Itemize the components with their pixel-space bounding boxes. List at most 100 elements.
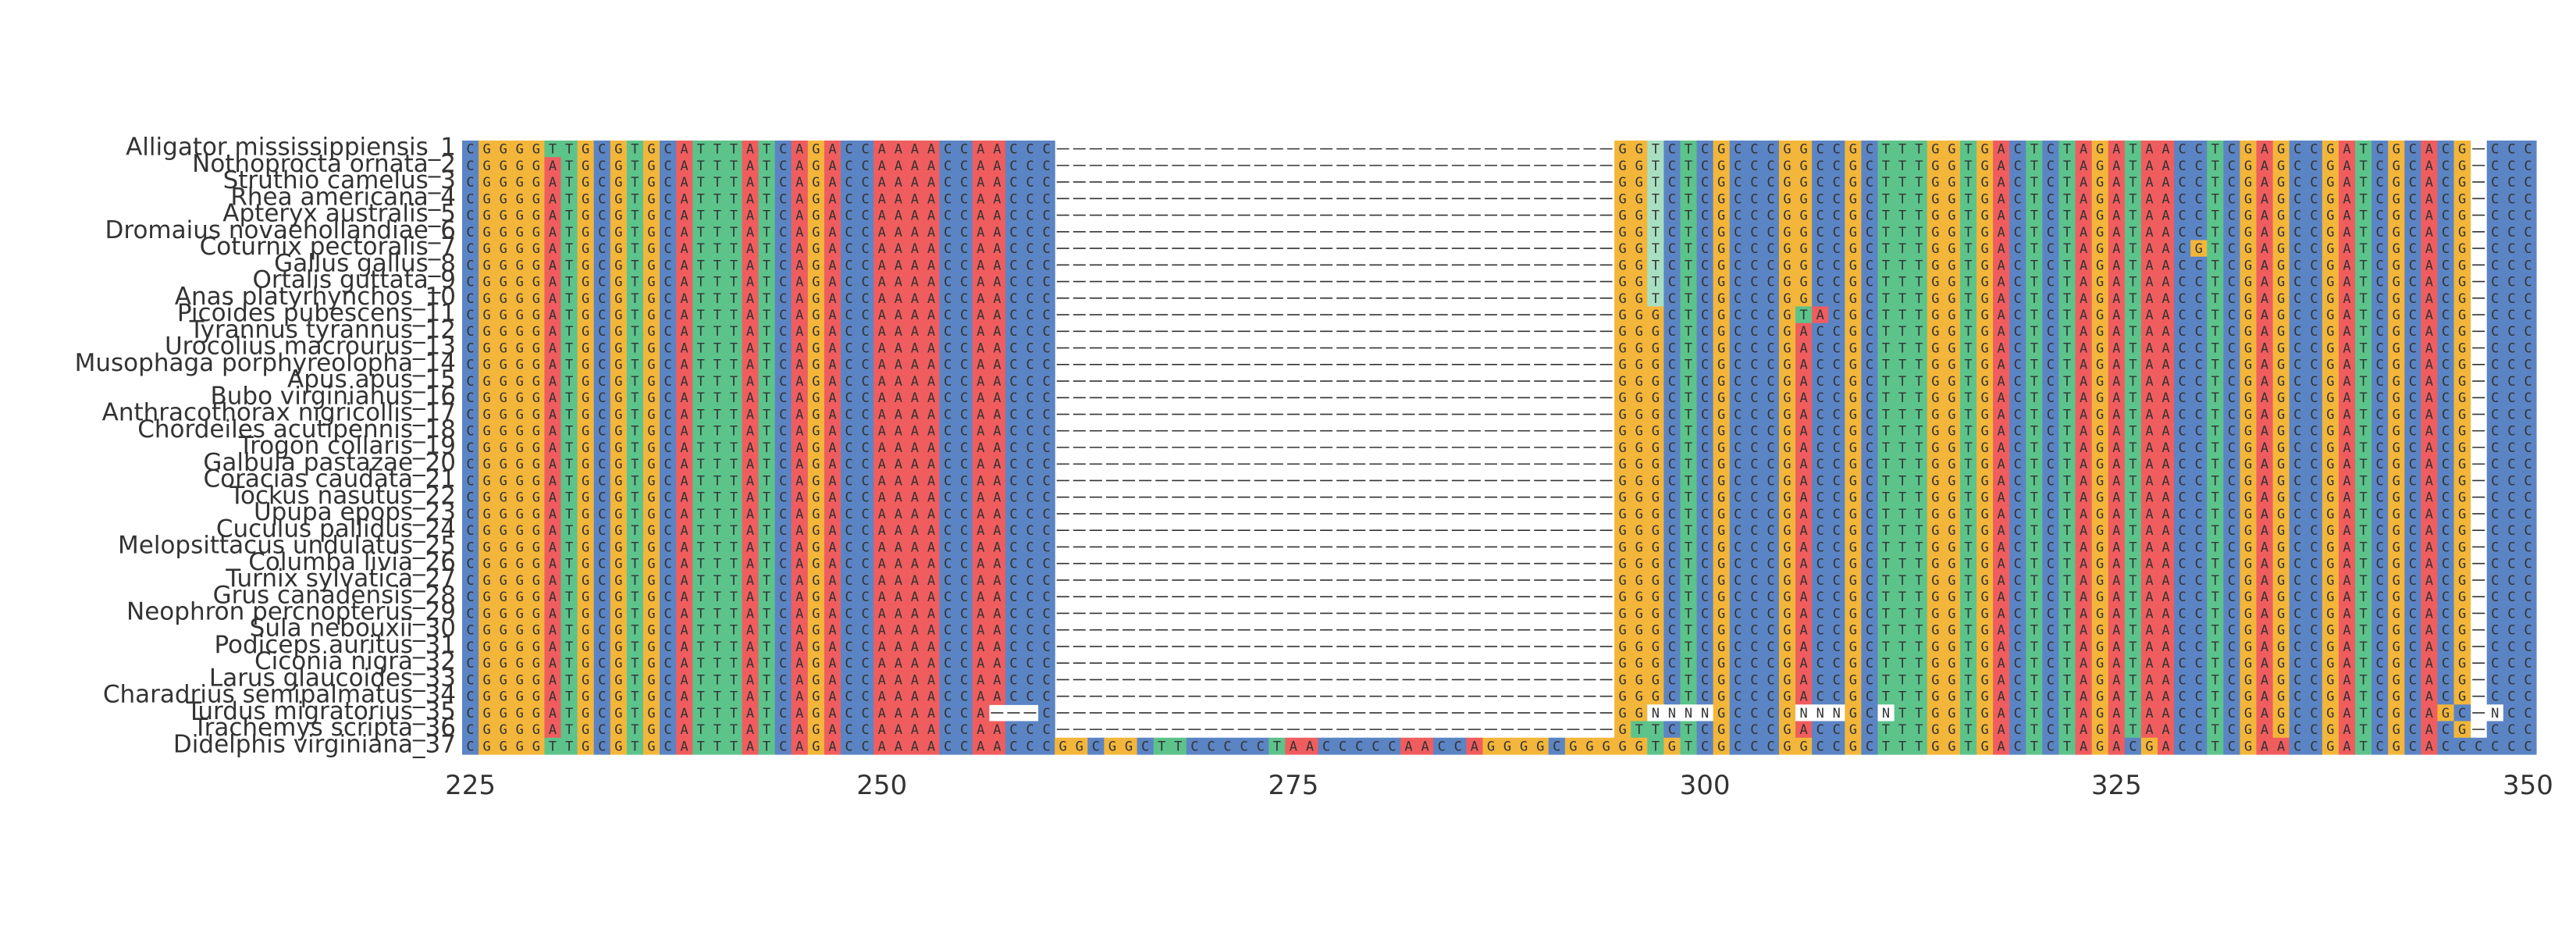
base-letter: G [614,142,622,158]
base-letter: G [614,159,622,174]
base-letter: T [631,374,639,390]
base-letter: G [647,374,655,390]
base-letter: T [2063,457,2071,472]
base-letter: C [845,374,852,390]
base-letter: G [1783,208,1791,224]
base-letter: C [2014,324,2022,340]
base-letter: C [1042,225,1050,240]
base-letter: C [466,208,474,224]
base-letter: A [911,308,919,323]
base-letter: C [2178,208,2186,224]
base-letter: G [2326,208,2334,224]
base-letter: G [1931,308,1939,323]
base-letter: A [2112,340,2120,356]
base-letter: A [549,275,557,290]
base-letter: T [1915,241,1923,257]
base-letter: G [2393,308,2400,323]
base-letter: A [795,390,803,406]
base-letter: C [2228,275,2236,290]
base-letter: C [2047,175,2055,191]
base-letter: G [1980,507,1988,522]
base-letter: C [2293,457,2301,472]
base-letter: T [631,275,639,290]
base-letter: A [795,258,803,273]
base-letter: C [1026,142,1034,158]
base-letter: T [713,358,721,373]
base-cell [2289,157,2307,175]
base-cell [2157,141,2175,158]
base-letter: G [1849,473,1857,489]
base-letter: C [779,159,787,174]
base-cell [791,141,809,158]
base-letter: T [1898,424,1906,440]
base-letter: C [862,340,870,356]
base-cell [1910,157,1928,175]
base-letter: A [2080,507,2087,522]
base-letter: A [549,258,557,273]
base-letter: G [1652,457,1660,472]
base-letter: C [845,241,852,257]
base-letter: C [1668,241,1676,257]
base-letter: C [2442,191,2450,207]
base-letter: G [500,308,507,323]
base-letter: C [845,473,852,489]
base-letter: A [1998,142,2005,158]
base-cell [495,141,512,158]
base-letter: C [1668,407,1676,422]
base-letter: T [713,291,721,307]
base-letter: G [1799,291,1807,307]
base-letter: A [2161,507,2169,522]
base-letter: G [2458,258,2466,273]
base-letter: T [1964,440,1972,456]
base-letter: G [1652,324,1660,340]
base-cell [2075,141,2093,158]
base-letter: T [730,407,738,422]
base-letter: G [1849,507,1857,522]
base-cell [1778,141,1796,158]
base-letter: C [1750,490,1758,506]
base-letter: G [614,457,622,472]
base-letter: T [2129,275,2137,290]
base-letter: T [713,175,721,191]
base-letter: T [1898,457,1906,472]
base-letter: T [2359,308,2367,323]
base-letter: G [483,258,491,273]
base-letter: C [2310,191,2318,207]
base-letter: C [2195,225,2203,240]
base-letter: C [2195,440,2203,456]
base-letter: G [516,324,524,340]
base-letter: T [1685,440,1692,456]
base-cell [1647,141,1664,158]
base-letter: G [812,440,820,456]
base-letter: C [960,275,968,290]
base-cell [2190,173,2208,191]
base-cell [725,157,743,175]
base-letter: C [2310,424,2318,440]
base-letter: G [2096,390,2104,406]
base-letter: C [862,457,870,472]
base-letter: G [812,473,820,489]
base-cell [2272,157,2290,175]
base-letter: T [697,291,705,307]
base-cell [2009,173,2026,191]
base-letter: C [2293,291,2301,307]
base-letter: T [1882,490,1890,506]
base-cell [1729,173,1747,191]
base-letter: A [878,340,886,356]
base-letter: G [1635,191,1643,207]
base-cell [2355,141,2372,158]
base-letter: C [2228,324,2236,340]
base-letter: G [1849,142,1857,158]
base-letter: A [911,374,919,390]
base-letter: T [1882,390,1890,406]
base-letter: C [2195,142,2203,158]
base-cell [2108,141,2126,158]
base-letter: C [1816,258,1824,273]
base-letter: C [1734,241,1742,257]
base-letter: A [2161,175,2169,191]
base-letter: G [1849,241,1857,257]
base-letter: T [713,324,721,340]
base-letter: A [1998,407,2005,422]
base-letter: C [779,291,787,307]
